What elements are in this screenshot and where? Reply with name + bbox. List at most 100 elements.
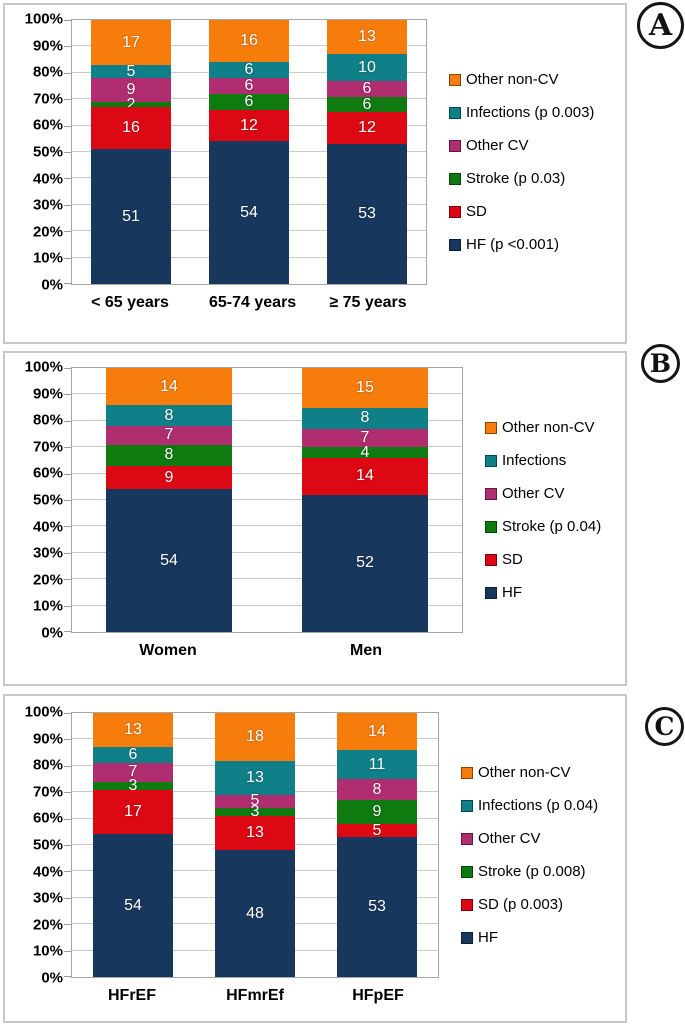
bar-segment-value: 16: [122, 119, 140, 137]
panel-c: 100% 90% 80% 70% 60% 50% 40% 30% 20% 10% 0% 54 17 3 7…: [3, 694, 627, 1023]
bar-segment: 54: [93, 834, 173, 977]
legend-swatch: [485, 454, 497, 467]
y-tick-label: 90%: [32, 37, 63, 55]
legend-swatch: [461, 799, 473, 812]
x-axis-labels: Women Men: [71, 642, 463, 660]
bar-segment-value: 54: [160, 551, 178, 569]
y-axis: 100% 90% 80% 70% 60% 50% 40% 30% 20% 10% 0%: [5, 11, 71, 294]
y-tick-label: 80%: [32, 63, 63, 81]
x-category-label: Men: [350, 642, 382, 659]
bar-segment: 5: [91, 63, 171, 79]
bar-segment: 53: [337, 837, 417, 977]
y-axis-tick-mark: [64, 897, 71, 899]
legend-item: HF: [485, 584, 625, 601]
y-tick-label: 40%: [32, 518, 63, 536]
stacked-bar: 53 12 6 6 10 13: [327, 20, 407, 284]
bar-segment: 14: [337, 713, 417, 751]
y-tick-label: 10%: [32, 249, 63, 267]
y-axis-tick-mark: [64, 713, 71, 714]
bar-segment: 7: [106, 426, 232, 445]
y-axis-tick-mark: [64, 605, 71, 607]
bar-segment: 12: [209, 109, 289, 142]
bar-segment: 2: [91, 96, 171, 112]
bar-segment-value: 3: [128, 776, 138, 794]
bar-segment: 48: [215, 850, 295, 977]
bar-segment-value: 3: [250, 803, 260, 821]
y-axis-tick-mark: [64, 447, 71, 449]
y-tick-label: 100%: [24, 703, 63, 721]
panel-label-a: A: [637, 2, 684, 49]
bar-segment-value: 7: [128, 763, 138, 781]
legend-label: SD: [466, 203, 487, 220]
stacked-bar: 48 13 3 5 13 18: [215, 713, 295, 977]
bar-segment-value: 9: [372, 803, 382, 821]
legend-swatch: [461, 931, 473, 944]
y-axis-tick-mark: [64, 976, 71, 977]
y-axis-tick-mark: [64, 46, 71, 48]
legend-label: SD: [502, 551, 523, 568]
y-tick-label: 30%: [32, 196, 63, 214]
y-tick-label: 70%: [32, 90, 63, 108]
y-axis-tick-mark: [64, 871, 71, 873]
bar-segment-value: 2: [126, 95, 136, 113]
bar-segment-value: 6: [244, 92, 254, 110]
legend-label: Stroke (p 0.03): [466, 170, 566, 187]
bar-segment: 17: [91, 20, 171, 65]
x-axis: < 65 years 65-74 years ≥ 75 years: [5, 294, 625, 312]
y-tick-label: 30%: [32, 544, 63, 562]
stacked-bar: 54 17 3 7 6 13: [93, 713, 173, 977]
y-tick-label: 50%: [32, 491, 63, 509]
y-tick-label: 90%: [32, 385, 63, 403]
bar-segment-value: 54: [240, 203, 258, 221]
legend-item: Stroke (p 0.03): [449, 170, 625, 187]
legend-swatch: [449, 238, 461, 251]
x-axis-labels: HFrEF HFmrEf HFpEF: [71, 987, 439, 1005]
y-tick-label: 40%: [32, 863, 63, 881]
bar-segment-value: 12: [240, 116, 258, 134]
legend: Other non-CV Infections (p 0.003) Other CV…: [427, 29, 625, 295]
stacked-bar: 53 5 9 8 11 14: [337, 713, 417, 977]
bar-segment: 14: [302, 457, 428, 495]
bar-segment-value: 7: [360, 429, 370, 446]
bar-segment-value: 13: [246, 768, 264, 786]
y-axis-tick-mark: [64, 473, 71, 475]
chart-area: 100% 90% 80% 70% 60% 50% 40% 30% 20% 10% 0% 51 16 2 9…: [5, 5, 625, 294]
gridline: [72, 525, 462, 527]
legend-item: HF (p <0.001): [449, 236, 625, 253]
chart-area: 100% 90% 80% 70% 60% 50% 40% 30% 20% 10% 0% 54 17 3 7…: [5, 696, 625, 987]
bar-segment: 7: [93, 763, 173, 782]
y-axis-tick-mark: [64, 420, 71, 422]
bar-segment-value: 8: [164, 406, 174, 424]
bar-segment: 16: [209, 20, 289, 63]
y-tick-label: 90%: [32, 730, 63, 748]
legend-label: Other CV: [466, 137, 529, 154]
legend-label: HF: [502, 584, 522, 601]
legend-label: SD (p 0.003): [478, 896, 564, 913]
bar-segment-value: 54: [124, 896, 142, 914]
bar-segment: 18: [215, 713, 295, 761]
legend-label: Infections (p 0.003): [466, 104, 595, 121]
bar-segment: 3: [93, 777, 173, 793]
x-category-label: HFrEF: [108, 987, 156, 1004]
legend-swatch: [485, 487, 497, 500]
bar-segment-value: 9: [164, 468, 174, 486]
stacked-bar: 51 16 2 9 5 17: [91, 20, 171, 284]
bar-segment-value: 8: [360, 409, 370, 427]
y-axis-tick-mark: [64, 283, 71, 284]
y-axis-tick-mark: [64, 72, 71, 74]
bar-segment-value: 52: [356, 554, 374, 572]
bar-segment: 6: [93, 747, 173, 764]
bar-segment: 10: [327, 54, 407, 81]
gridline: [72, 578, 462, 580]
y-axis-tick-mark: [64, 368, 71, 369]
y-tick-label: 10%: [32, 597, 63, 615]
legend-item: Other CV: [461, 830, 625, 847]
stacked-bar: 52 14 4 7 8 15: [302, 368, 428, 632]
bar-segment: 6: [327, 95, 407, 113]
legend-label: Infections: [502, 452, 567, 469]
legend-item: HF: [461, 929, 625, 946]
bar-segment-value: 6: [362, 95, 372, 113]
legend-label: Stroke (p 0.04): [502, 518, 602, 535]
legend-item: Other non-CV: [461, 764, 625, 781]
